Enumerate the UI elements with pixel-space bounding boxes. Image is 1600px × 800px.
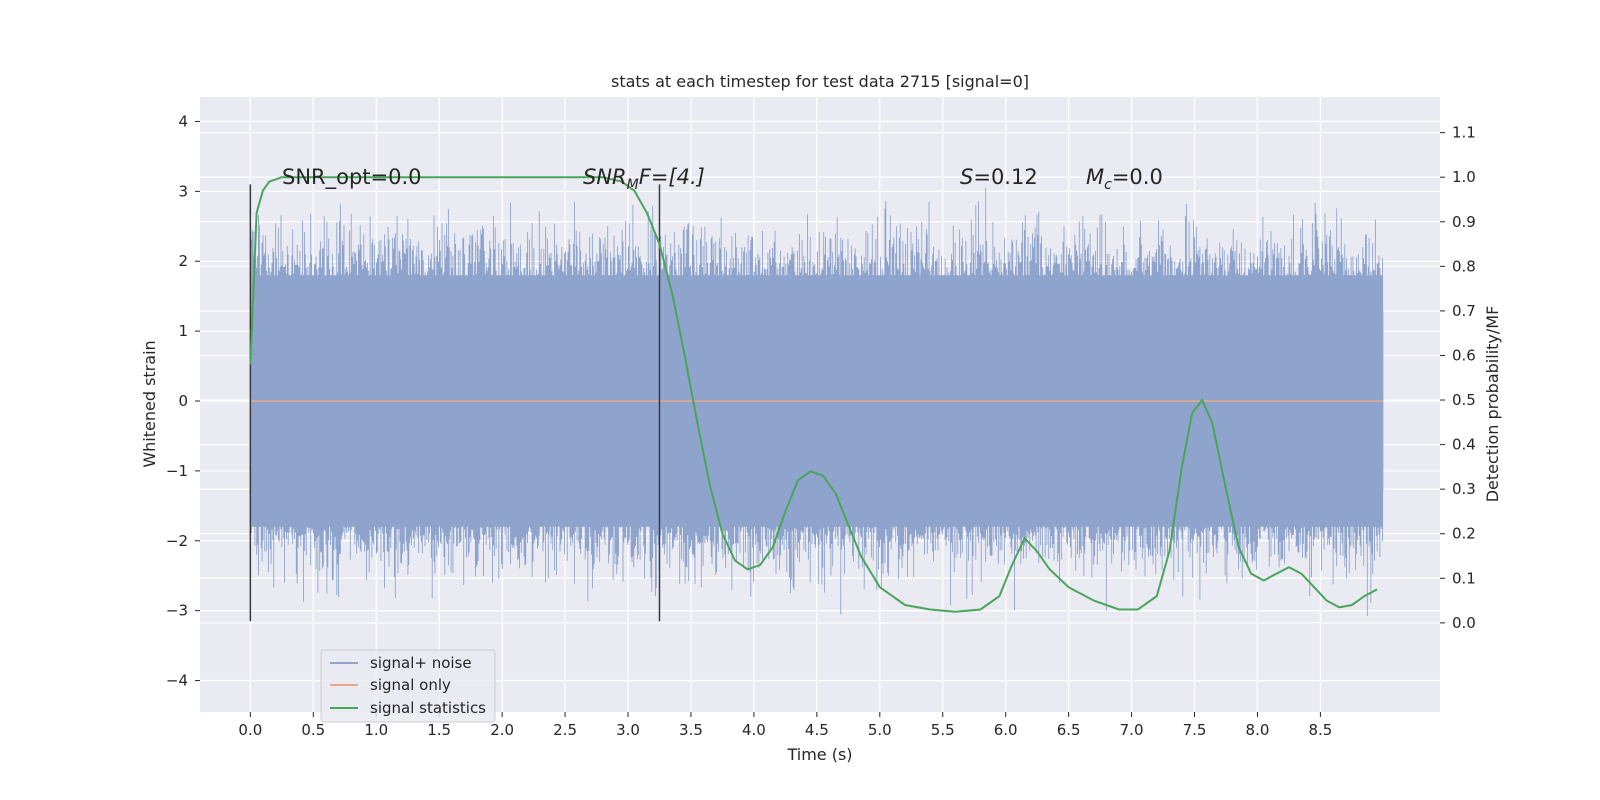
y-tick-label: 4 xyxy=(178,112,188,130)
y-right-tick-label: 0.0 xyxy=(1452,614,1476,632)
y-right-tick-label: 0.3 xyxy=(1452,480,1476,498)
y-right-tick-label: 0.1 xyxy=(1452,569,1476,587)
chart-title: stats at each timestep for test data 271… xyxy=(611,72,1029,91)
x-tick-label: 7.5 xyxy=(1183,721,1207,739)
legend-label-signal-noise: signal+ noise xyxy=(370,654,472,672)
annotation-mc-rest: =0.0 xyxy=(1112,165,1163,189)
x-tick-label: 6.5 xyxy=(1057,721,1081,739)
annotation-mc-sub: c xyxy=(1104,177,1112,193)
legend-label-signal-only: signal only xyxy=(370,676,451,694)
x-tick-label: 1.5 xyxy=(427,721,451,739)
annotation-snr-opt: SNR_opt=0.0 xyxy=(282,165,422,190)
y-tick-label: 3 xyxy=(178,182,188,200)
x-tick-label: 5.0 xyxy=(868,721,892,739)
annotation-s-main: S xyxy=(960,165,973,189)
x-tick-label: 0.0 xyxy=(238,721,262,739)
vertical-markers xyxy=(249,184,661,622)
y-tick-label: −3 xyxy=(166,602,188,620)
x-tick-label: 6.0 xyxy=(994,721,1018,739)
x-tick-label: 4.0 xyxy=(742,721,766,739)
x-tick-label: 5.5 xyxy=(931,721,955,739)
y-axis-left: 4 3 2 1 0 −1 −2 −3 −4 xyxy=(166,112,200,690)
y-tick-label: −4 xyxy=(166,672,188,690)
legend-label-signal-statistics: signal statistics xyxy=(370,699,486,717)
x-tick-label: 1.0 xyxy=(364,721,388,739)
legend: signal+ noise signal only signal statist… xyxy=(320,649,496,723)
x-axis: 0.0 0.5 1.0 1.5 2.0 2.5 3.0 3.5 4.0 4.5 5.0 5.5 6.0 6… xyxy=(238,712,1332,739)
annotation-s-rest: =0.12 xyxy=(973,165,1037,189)
y-right-tick-label: 0.7 xyxy=(1452,302,1476,320)
x-tick-label: 8.0 xyxy=(1246,721,1270,739)
x-tick-label: 7.0 xyxy=(1120,721,1144,739)
y-right-tick-label: 0.8 xyxy=(1452,257,1476,275)
annotation-mc-main: M xyxy=(1086,165,1104,189)
y-axis-title: Whitened strain xyxy=(140,340,159,467)
x-tick-label: 8.5 xyxy=(1308,721,1332,739)
x-tick-label: 3.5 xyxy=(679,721,703,739)
annotation-snr-mf-main: SNR xyxy=(583,165,627,189)
y-tick-label: 0 xyxy=(178,392,188,410)
y-tick-label: −1 xyxy=(166,462,188,480)
y-axis-right: 1.1 1.0 0.9 0.8 0.7 0.6 0.5 0.4 0.3 0.2 0.1 0.0 xyxy=(1440,124,1476,632)
x-tick-label: 4.5 xyxy=(805,721,829,739)
y-right-tick-label: 0.9 xyxy=(1452,213,1476,231)
y-tick-label: 2 xyxy=(178,252,188,270)
annotation-snr-mf: SNRMF=[4.] xyxy=(583,165,705,193)
x-tick-label: 0.5 xyxy=(301,721,325,739)
annotation-snr-mf-sub: M xyxy=(627,177,639,193)
series-signal-statistics xyxy=(249,176,1378,613)
annotation-mc: Mc=0.0 xyxy=(1086,165,1163,193)
y-tick-label: −2 xyxy=(166,532,188,550)
x-tick-label: 2.5 xyxy=(553,721,577,739)
y-right-tick-label: 1.0 xyxy=(1452,168,1476,186)
x-axis-title: Time (s) xyxy=(786,745,852,764)
y-right-tick-label: 0.4 xyxy=(1452,436,1476,454)
y-right-tick-label: 1.1 xyxy=(1452,124,1476,142)
y-right-tick-label: 0.6 xyxy=(1452,346,1476,364)
y-right-tick-label: 0.2 xyxy=(1452,525,1476,543)
y-axis-right-title: Detection probability/MF xyxy=(1483,306,1502,503)
legend-box xyxy=(320,649,496,723)
annotation-snr-mf-rest: F=[4.] xyxy=(639,165,705,189)
annotation-s: S=0.12 xyxy=(960,165,1038,189)
x-tick-label: 2.0 xyxy=(490,721,514,739)
x-tick-label: 3.0 xyxy=(616,721,640,739)
y-right-tick-label: 0.5 xyxy=(1452,391,1476,409)
y-tick-label: 1 xyxy=(178,322,188,340)
